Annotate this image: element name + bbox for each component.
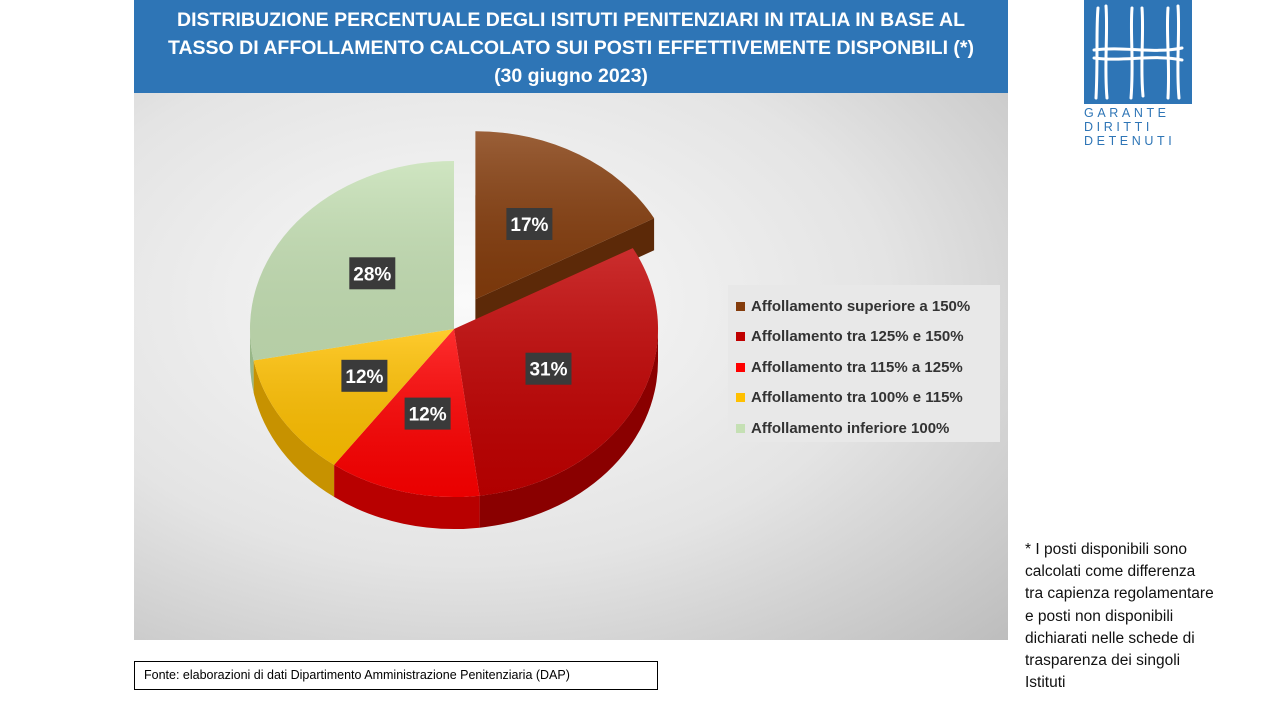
note-line-4: e posti non disponibili bbox=[1025, 607, 1174, 625]
pie-labels: 17% 31% 12% 12% 28% bbox=[341, 208, 572, 430]
legend-swatch-3 bbox=[736, 362, 745, 372]
data-label-bg-4 bbox=[341, 359, 388, 392]
note-line-2: calcolati come differenza bbox=[1025, 563, 1196, 581]
legend-item: Affollamento tra 125% e 150% bbox=[736, 322, 1000, 353]
pie-side-4 bbox=[253, 360, 335, 497]
legend-item: Affollamento tra 100% e 115% bbox=[736, 383, 1000, 414]
legend-label-4: Affollamento tra 100% e 115% bbox=[751, 389, 963, 407]
chart-legend: Affollamento superiore a 150% Affollamen… bbox=[728, 285, 1000, 442]
title-line-3: (30 giugno 2023) bbox=[494, 65, 648, 87]
pie-tops bbox=[249, 131, 659, 498]
logo-line-3: DETENUTI bbox=[1084, 134, 1176, 148]
pie-slice-shine-1 bbox=[475, 131, 655, 300]
note-line-5: dichiarati nelle schede di bbox=[1025, 629, 1195, 647]
data-label-text-4: 12% bbox=[345, 367, 383, 388]
footnote: * I posti disponibili sono calcolati com… bbox=[1025, 539, 1255, 694]
data-label-text-1: 17% bbox=[510, 215, 548, 236]
legend-label-5: Affollamento inferiore 100% bbox=[751, 419, 950, 437]
note-line-3: tra capienza regolamentare bbox=[1025, 585, 1214, 603]
pie-chart: 17% 31% 12% 12% 28% bbox=[249, 131, 659, 530]
legend-swatch-2 bbox=[736, 332, 745, 342]
garante-logo: GARANTE DIRITTI DETENUTI bbox=[1084, 0, 1192, 150]
legend-item: Affollamento inferiore 100% bbox=[736, 413, 1000, 444]
title-line-2: TASSO DI AFFOLLAMENTO CALCOLATO SUI POST… bbox=[167, 37, 974, 59]
legend-label-1: Affollamento superiore a 150% bbox=[751, 297, 971, 315]
legend-item: Affollamento superiore a 150% bbox=[736, 291, 1000, 322]
logo-line-1: GARANTE bbox=[1084, 106, 1170, 120]
legend-swatch-4 bbox=[736, 393, 745, 403]
data-label-bg-3 bbox=[404, 397, 451, 430]
chart-title: DISTRIBUZIONE PERCENTUALE DEGLI ISITUTI … bbox=[134, 0, 1008, 93]
data-label-bg-2 bbox=[525, 352, 572, 385]
data-label-1: 17% bbox=[506, 208, 553, 240]
data-label-3: 12% bbox=[404, 397, 451, 430]
data-label-text-2: 31% bbox=[529, 360, 567, 381]
note-line-1: * I posti disponibili sono bbox=[1025, 541, 1187, 558]
data-label-bg-5 bbox=[349, 257, 396, 290]
data-label-2: 31% bbox=[525, 352, 572, 385]
data-label-text-5: 28% bbox=[353, 264, 391, 285]
data-label-bg-1 bbox=[506, 208, 553, 240]
logo-line-2: DIRITTI bbox=[1084, 120, 1153, 134]
logo-mark bbox=[1084, 0, 1192, 104]
logo-text: GARANTE DIRITTI DETENUTI bbox=[1084, 106, 1196, 148]
note-line-6: trasparenza dei singoli bbox=[1025, 652, 1181, 670]
pie-side-2 bbox=[479, 329, 658, 528]
title-line-1: DISTRIBUZIONE PERCENTUALE DEGLI ISITUTI … bbox=[177, 9, 965, 31]
note-line-7: Istituti bbox=[1025, 674, 1066, 692]
pie-side-3 bbox=[334, 464, 480, 530]
source-note: Fonte: elaborazioni di dati Dipartimento… bbox=[134, 661, 658, 690]
chart-area: 17% 31% 12% 12% 28% Affollamento superiore a… bbox=[134, 93, 1008, 640]
pie-slice-shine-4 bbox=[253, 329, 454, 465]
data-label-5: 28% bbox=[349, 257, 396, 290]
data-label-4: 12% bbox=[341, 359, 388, 392]
legend-item: Affollamento tra 115% a 125% bbox=[736, 352, 1000, 383]
legend-label-3: Affollamento tra 115% a 125% bbox=[751, 358, 963, 376]
legend-swatch-5 bbox=[736, 423, 745, 433]
data-label-text-3: 12% bbox=[409, 405, 447, 426]
legend-label-2: Affollamento tra 125% e 150% bbox=[751, 328, 964, 346]
legend-swatch-1 bbox=[736, 301, 745, 311]
